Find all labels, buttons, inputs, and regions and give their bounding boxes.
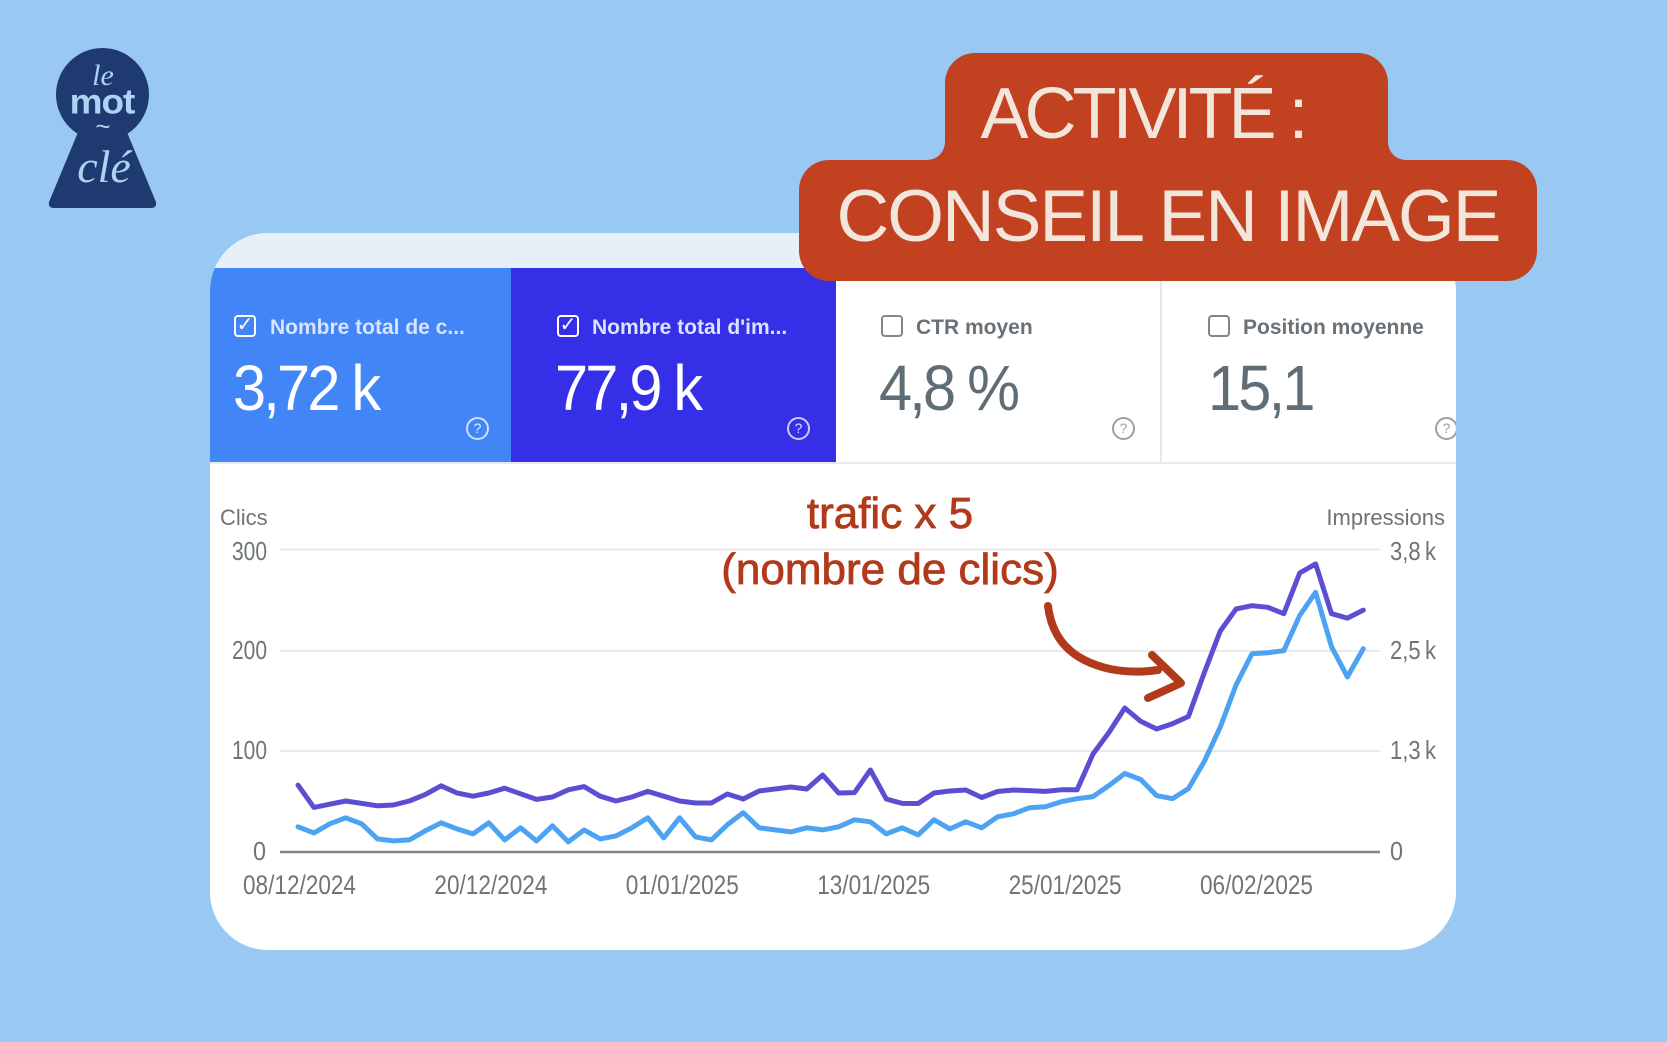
svg-text:2,5 k: 2,5 k (1390, 635, 1437, 665)
svg-text:08/12/2024: 08/12/2024 (243, 870, 356, 900)
svg-text:100: 100 (232, 735, 267, 765)
svg-text:0: 0 (253, 836, 266, 866)
svg-text:13/01/2025: 13/01/2025 (817, 870, 930, 900)
svg-text:le: le (92, 59, 114, 92)
svg-text:200: 200 (232, 635, 267, 665)
svg-text:300: 300 (232, 536, 267, 566)
svg-text:mot: mot (70, 81, 136, 121)
svg-text:clé: clé (77, 141, 133, 192)
svg-text:0: 0 (1390, 836, 1403, 866)
svg-text:20/12/2024: 20/12/2024 (434, 870, 547, 900)
svg-text:25/01/2025: 25/01/2025 (1009, 870, 1122, 900)
svg-text:01/01/2025: 01/01/2025 (626, 870, 739, 900)
svg-text:1,3 k: 1,3 k (1390, 735, 1437, 765)
svg-text:~: ~ (95, 111, 110, 141)
svg-text:3,8 k: 3,8 k (1390, 536, 1437, 566)
svg-text:06/02/2025: 06/02/2025 (1200, 870, 1313, 900)
